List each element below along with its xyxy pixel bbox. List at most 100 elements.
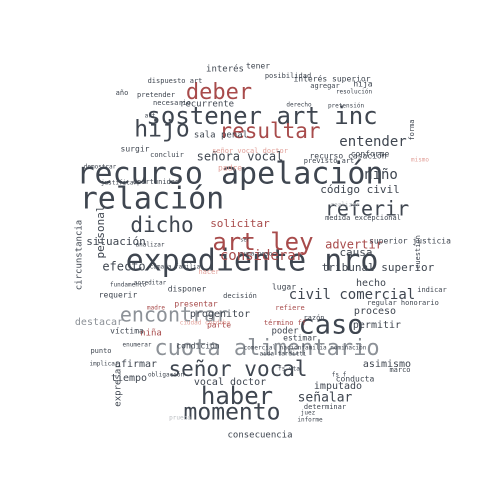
cloud-word: regular honorario — [367, 299, 439, 307]
cloud-word: efecto — [102, 260, 145, 274]
cloud-word: punto — [90, 347, 111, 355]
cloud-word: víctima — [110, 327, 144, 336]
cloud-word: art ley — [212, 228, 313, 256]
cloud-word: señor vocal — [168, 357, 307, 381]
cloud-word: entender — [339, 134, 406, 150]
cloud-word: asimismo — [363, 359, 411, 370]
cloud-word: previsto art — [304, 157, 355, 165]
cloud-word: civil comercial — [289, 287, 415, 303]
cloud-word: proceso — [354, 306, 396, 317]
cloud-word: considerar — [220, 248, 304, 264]
cloud-word: progenitor — [190, 309, 250, 320]
cloud-word: hija — [353, 80, 372, 89]
cloud-word: tribunal superior — [322, 261, 435, 274]
cloud-word: juez — [301, 410, 316, 417]
cloud-word: conducta — [336, 375, 375, 384]
cloud-word: vocal doctor — [194, 377, 266, 388]
cloud-word: fs vta — [278, 366, 300, 373]
cloud-word: término ff — [264, 319, 306, 327]
cloud-word: fundamento — [110, 282, 147, 289]
cloud-word: art — [145, 113, 156, 120]
cloud-word: agregar — [310, 82, 340, 90]
cloud-word: sala penal — [194, 131, 248, 141]
cloud-word: encontrar — [120, 303, 228, 327]
cloud-word: señalar — [298, 391, 353, 406]
cloud-word: superior justicia — [369, 237, 451, 246]
cloud-word: hijo — [134, 117, 189, 143]
cloud-word: comercial nacionfamilia nominación — [244, 345, 367, 352]
cloud-word: concluir — [150, 151, 184, 159]
cloud-word: señora vocal — [197, 150, 284, 164]
cloud-word: recurso casación — [309, 151, 386, 161]
cloud-word: oportunidad — [133, 178, 179, 186]
cloud-word: resultar — [219, 119, 320, 143]
cloud-word: sostener art inc — [146, 102, 377, 130]
cloud-word: medida excepcional — [325, 214, 401, 222]
cloud-word: destacar — [75, 317, 123, 328]
cloud-word: implicar — [90, 361, 119, 368]
cloud-word: aida tarditti — [260, 351, 307, 358]
cloud-word: refiere — [275, 304, 305, 312]
cloud-word: afirmar — [115, 359, 157, 370]
cloud-word: poder — [271, 327, 299, 337]
cloud-word: estimar — [283, 334, 317, 343]
cloud-word: posibilidad — [265, 72, 311, 80]
cloud-word: pretensión — [328, 103, 365, 110]
cloud-word: circunstancia — [75, 220, 85, 290]
cloud-word: código civil — [320, 183, 399, 196]
cloud-word: acreditar — [134, 280, 167, 287]
cloud-word: permitir — [353, 320, 401, 331]
cloud-word: demostrar — [84, 164, 117, 171]
cloud-word: ser — [240, 238, 249, 244]
cloud-word: ciudad córdoba — [180, 320, 231, 327]
cloud-word: mismo — [411, 157, 429, 164]
cloud-word: marco — [389, 366, 410, 374]
cloud-word: señor vocal doctor — [212, 147, 288, 155]
cloud-word: referir — [325, 197, 409, 221]
cloud-word: hacer — [198, 268, 219, 276]
cloud-word: disponer — [168, 285, 207, 294]
cloud-word: cuota alimentario — [154, 336, 379, 361]
cloud-word: determinar — [304, 403, 346, 411]
cloud-word: prueba — [169, 415, 191, 422]
cloud-word: razón — [303, 314, 324, 322]
cloud-word: momento — [184, 400, 281, 426]
cloud-word: hecho — [356, 278, 386, 289]
cloud-word: expresar — [114, 363, 124, 407]
cloud-word: dicho — [130, 213, 193, 237]
cloud-word: necesario — [153, 99, 191, 107]
cloud-word: derecho — [286, 102, 312, 109]
cloud-word: tiempo — [111, 373, 147, 384]
cloud-word: fs f — [332, 372, 347, 379]
cloud-word: justificar — [101, 180, 138, 187]
cloud-word: decisión — [223, 292, 257, 300]
cloud-word: resolución — [336, 89, 373, 96]
cloud-word: recurrente — [180, 100, 234, 110]
cloud-word: analizar — [136, 242, 165, 249]
cloud-word: niño — [364, 167, 398, 183]
cloud-word: expediente nro — [126, 244, 379, 279]
cloud-word: enumerar — [123, 342, 152, 349]
cloud-word: interés — [206, 64, 244, 75]
cloud-word: forma — [408, 119, 416, 140]
cloud-word: indicar — [417, 286, 447, 294]
cloud-word: madre — [147, 305, 165, 312]
cloud-word: surgir — [121, 145, 150, 154]
cloud-word: cámara familia — [150, 264, 201, 271]
cloud-word: personal — [94, 206, 107, 259]
cloud-word: niña — [140, 329, 162, 339]
cloud-word: causa — [339, 246, 372, 259]
cloud-word: pretender — [137, 91, 175, 99]
cloud-word: relación — [80, 182, 225, 217]
cloud-word: cuestión — [414, 235, 422, 269]
cloud-word: caso — [298, 310, 363, 341]
cloud-word: lugar — [272, 283, 296, 292]
cloud-word: consecuencia — [227, 431, 292, 441]
cloud-word: deber — [186, 80, 252, 105]
cloud-word: dispuesto art — [148, 77, 203, 85]
cloud-word: situación — [86, 235, 146, 248]
cloud-word: haber — [201, 382, 273, 410]
cloud-word: realizar — [331, 202, 360, 209]
cloud-word: requerir — [99, 291, 138, 300]
